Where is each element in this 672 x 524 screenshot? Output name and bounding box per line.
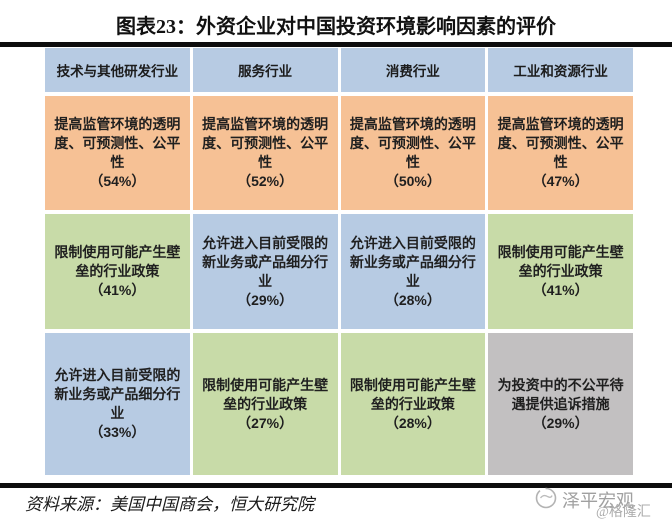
table-cell-r3c2: 限制使用可能产生壁垒的行业政策 （27%） bbox=[192, 333, 338, 475]
cell-factor-text: 提高监管环境的透明度、可预测性、公平性 bbox=[497, 116, 624, 170]
figure-title: 图表23：外资企业对中国投资环境影响因素的评价 bbox=[116, 16, 556, 38]
cell-percentage: （29%） bbox=[532, 414, 589, 431]
watermark-seal-icon bbox=[534, 486, 558, 515]
cell-factor-text: 提高监管环境的透明度、可预测性、公平性 bbox=[349, 116, 476, 170]
table-cell-r1c1: 提高监管环境的透明度、可预测性、公平性 （54%） bbox=[45, 96, 190, 210]
cell-percentage: （29%） bbox=[237, 291, 294, 308]
factors-table: 技术与其他研发行业 服务行业 消费行业 工业和资源行业 提高监管环境的透明度、可… bbox=[45, 48, 633, 475]
table-cell-r3c4: 为投资中的不公平待遇提供追诉措施 （29%） bbox=[488, 333, 633, 475]
table-cell-r3c1: 允许进入目前受限的新业务或产品细分行业 （33%） bbox=[45, 333, 190, 475]
table-cell-r2c3: 允许进入目前受限的新业务或产品细分行业 （28%） bbox=[340, 214, 486, 329]
cell-factor-text: 为投资中的不公平待遇提供追诉措施 bbox=[497, 376, 624, 412]
cell-percentage: （54%） bbox=[89, 173, 146, 189]
cell-percentage: （28%） bbox=[384, 414, 441, 431]
cell-percentage: （27%） bbox=[237, 414, 294, 431]
cell-percentage: （50%） bbox=[384, 173, 441, 189]
table-cell-r1c3: 提高监管环境的透明度、可预测性、公平性 （50%） bbox=[340, 96, 486, 210]
cell-factor-text: 提高监管环境的透明度、可预测性、公平性 bbox=[202, 116, 329, 170]
cell-percentage: （41%） bbox=[532, 282, 589, 298]
cell-factor-text: 允许进入目前受限的新业务或产品细分行业 bbox=[349, 234, 476, 289]
cell-factor-text: 限制使用可能产生壁垒的行业政策 bbox=[349, 376, 476, 412]
cell-factor-text: 限制使用可能产生壁垒的行业政策 bbox=[202, 376, 329, 412]
column-header-tech-rd: 技术与其他研发行业 bbox=[45, 48, 190, 92]
column-header-services: 服务行业 bbox=[192, 48, 338, 92]
table-cell-r2c4: 限制使用可能产生壁垒的行业政策 （41%） bbox=[488, 214, 633, 329]
cell-factor-text: 提高监管环境的透明度、可预测性、公平性 bbox=[54, 116, 181, 170]
table-cell-r3c3: 限制使用可能产生壁垒的行业政策 （28%） bbox=[340, 333, 486, 475]
table-cell-r2c1: 限制使用可能产生壁垒的行业政策 （41%） bbox=[45, 214, 190, 329]
cell-factor-text: 限制使用可能产生壁垒的行业政策 bbox=[497, 244, 624, 279]
cell-percentage: （33%） bbox=[89, 424, 146, 440]
data-source-note: 资料来源：美国中国商会，恒大研究院 bbox=[25, 495, 314, 514]
cell-percentage: （52%） bbox=[237, 173, 294, 189]
table-cell-r1c2: 提高监管环境的透明度、可预测性、公平性 （52%） bbox=[192, 96, 338, 210]
cell-factor-text: 允许进入目前受限的新业务或产品细分行业 bbox=[54, 367, 181, 421]
watermark-brand-text: 泽平宏观 bbox=[562, 491, 634, 511]
cell-factor-text: 限制使用可能产生壁垒的行业政策 bbox=[54, 244, 181, 279]
column-header-industry-resources: 工业和资源行业 bbox=[488, 48, 633, 92]
cell-percentage: （28%） bbox=[384, 291, 441, 308]
top-divider-rule bbox=[0, 42, 672, 47]
column-header-consumer: 消费行业 bbox=[340, 48, 486, 92]
bottom-divider-rule bbox=[0, 483, 672, 488]
table-cell-r2c2: 允许进入目前受限的新业务或产品细分行业 （29%） bbox=[192, 214, 338, 329]
watermark-handle-text: @格隆汇 bbox=[596, 505, 651, 520]
cell-percentage: （47%） bbox=[532, 173, 589, 189]
watermark: 泽平宏观 @格隆汇 bbox=[532, 484, 672, 520]
cell-factor-text: 允许进入目前受限的新业务或产品细分行业 bbox=[202, 234, 329, 289]
cell-percentage: （41%） bbox=[89, 282, 146, 298]
table-cell-r1c4: 提高监管环境的透明度、可预测性、公平性 （47%） bbox=[488, 96, 633, 210]
